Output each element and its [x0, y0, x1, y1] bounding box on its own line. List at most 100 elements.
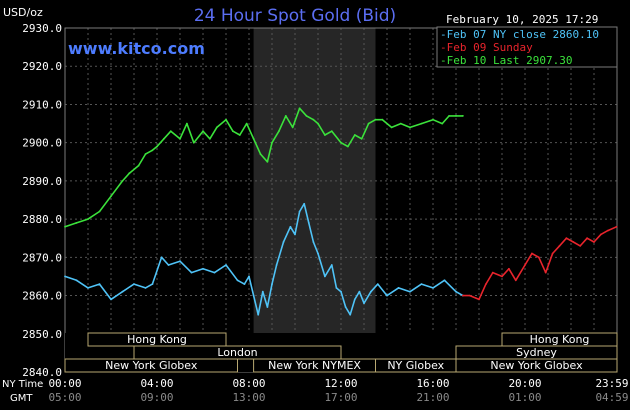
series-1-point	[593, 241, 595, 243]
session-bar	[64, 358, 238, 373]
session-label: Hong Kong	[530, 333, 590, 346]
series-0-point	[64, 275, 66, 278]
x-axis: NY Time GMT 00:00 04:00 08:00 12:00 16:00 20:00…	[2, 377, 629, 404]
series-2-point	[186, 122, 188, 125]
series-0-point	[432, 287, 434, 289]
series-2-point	[75, 222, 78, 224]
series-2-point	[340, 141, 342, 144]
series-2-point	[232, 130, 234, 133]
series-2-point	[317, 122, 319, 125]
series-1-point	[558, 245, 561, 247]
series-2-point	[462, 115, 464, 117]
series-0-point	[289, 225, 292, 228]
series-2-point	[455, 115, 457, 117]
chart-title: 24 Hour Spot Gold (Bid)	[194, 6, 396, 26]
series-2-point	[278, 130, 280, 133]
series-2-point	[312, 118, 315, 121]
gmt-tick-label: 17:00	[324, 391, 357, 404]
series-2-point	[179, 137, 181, 140]
legend: -Feb 07 NY close 2860.10-Feb 09 Sunday-F…	[436, 26, 618, 68]
series-2-point	[121, 180, 124, 182]
site-watermark[interactable]: www.kitco.com	[68, 39, 205, 58]
legend-entry: -Feb 10 Last 2907.30	[440, 54, 572, 67]
series-2-point	[110, 195, 112, 198]
series-0-point	[340, 290, 342, 293]
series-0-point	[312, 241, 315, 243]
series-0-point	[324, 275, 326, 278]
series-1-point	[524, 264, 526, 266]
y-tick-label: 2920.0	[22, 60, 62, 73]
series-0-point	[110, 298, 112, 301]
y-axis-ticks: 2930.0 2920.0 2910.0 2900.0 2890.0 2880.0 2870…	[22, 22, 62, 379]
series-2-point	[291, 126, 294, 129]
series-2-point	[298, 107, 301, 110]
y-tick-label: 2880.0	[22, 213, 62, 226]
series-0-point	[252, 294, 255, 297]
legend-entry: -Feb 09 Sunday	[440, 41, 533, 54]
series-0-point	[144, 287, 147, 289]
series-0-point	[167, 264, 170, 266]
series-1-point	[572, 241, 575, 243]
series-1-point	[491, 271, 494, 274]
series-0-point	[133, 283, 135, 285]
series-line-1	[462, 226, 617, 301]
series-2-point	[259, 153, 262, 156]
series-0-point	[257, 313, 260, 316]
series-2-point	[209, 137, 211, 140]
series-0-point	[353, 298, 356, 301]
series-1-point	[586, 237, 588, 240]
series-2-point	[266, 160, 269, 163]
series-2-point	[284, 115, 287, 117]
series-0-point	[160, 256, 163, 259]
series-0-point	[298, 210, 301, 213]
y-tick-label: 2890.0	[22, 175, 62, 188]
series-2-point	[156, 145, 158, 148]
series-line-2	[64, 107, 463, 228]
series-0-point	[386, 294, 388, 297]
series-2-point	[448, 115, 450, 117]
series-line-0	[64, 203, 464, 316]
series-0-point	[225, 264, 227, 266]
series-2-point	[252, 137, 255, 140]
series-2-point	[64, 225, 66, 228]
ny-tick-label: 12:00	[324, 377, 357, 390]
series-0-point	[370, 290, 372, 293]
ny-tick-label: 20:00	[508, 377, 541, 390]
series-2-point	[381, 118, 384, 121]
series-0-point	[409, 290, 411, 293]
ny-tick-label: 04:00	[140, 377, 173, 390]
ny-tick-label: 08:00	[232, 377, 265, 390]
series-1-point	[468, 294, 471, 297]
series-1-point	[508, 267, 510, 270]
series-0-point	[213, 271, 216, 274]
gmt-tick-label: 01:00	[508, 391, 541, 404]
series-0-point	[275, 264, 278, 266]
series-0-point	[294, 233, 296, 236]
series-1-point	[600, 233, 602, 236]
series-0-point	[98, 283, 101, 285]
series-2-point	[128, 172, 131, 175]
gmt-tick-label: 09:00	[140, 391, 173, 404]
series-2-point	[409, 126, 411, 129]
series-0-point	[363, 302, 365, 305]
series-0-point	[317, 252, 319, 255]
series-0-point	[349, 313, 352, 316]
series-0-point	[303, 202, 306, 205]
series-2-point	[324, 134, 326, 136]
ny-tick-label: 16:00	[416, 377, 449, 390]
ny-nymex-highlight-band	[253, 28, 376, 372]
series-2-point	[432, 118, 434, 121]
session-label: New York Globex	[490, 359, 583, 372]
series-2-point	[420, 122, 423, 125]
series-0-point	[282, 241, 285, 243]
series-2-point	[98, 210, 101, 213]
series-0-point	[397, 287, 400, 289]
series-0-point	[376, 283, 379, 285]
ny-time-label: NY Time	[2, 379, 43, 390]
series-0-point	[243, 283, 246, 285]
session-label: Sydney	[516, 346, 557, 359]
series-0-point	[248, 275, 250, 278]
series-0-point	[420, 283, 423, 285]
